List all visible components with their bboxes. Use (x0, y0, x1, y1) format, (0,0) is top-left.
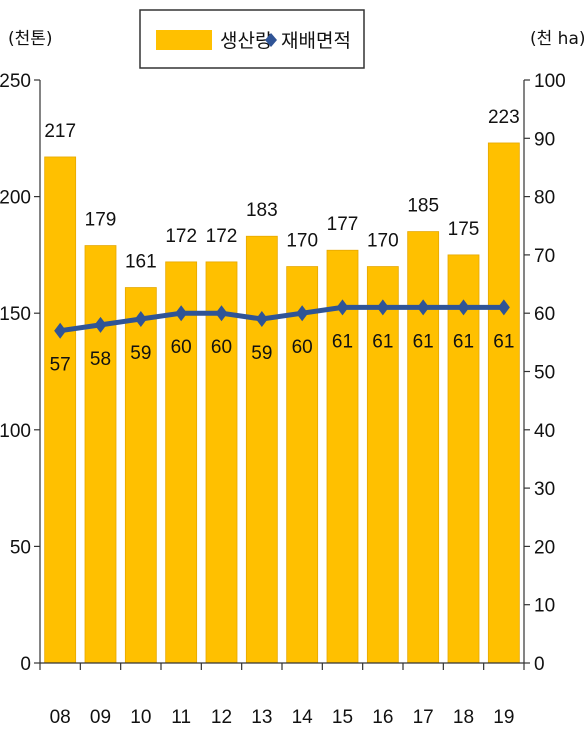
x-tick-label-17: 17 (413, 707, 434, 728)
axes: 0 50 100 150 200 250 0 10 20 30 40 50 60 70 80 90 100 08 0… (0, 71, 566, 728)
bar-16 (366, 266, 399, 664)
x-tick-label-10: 10 (130, 707, 151, 728)
x-tick-label-08: 08 (50, 707, 71, 728)
bar-19 (487, 142, 520, 664)
right-tick-label-80: 80 (534, 188, 555, 209)
right-tick-label-50: 50 (534, 363, 555, 384)
bar-value-label-14: 170 (286, 231, 318, 252)
x-tick-label-09: 09 (90, 707, 111, 728)
line-value-label-19: 61 (493, 331, 514, 352)
line-value-label-13: 59 (251, 343, 272, 364)
bar-value-label-11: 172 (165, 226, 197, 247)
line-point-08 (54, 322, 67, 339)
right-tick-label-100: 100 (534, 71, 566, 92)
bar-value-label-08: 217 (44, 121, 76, 142)
legend-label-bar: 생산량 (220, 30, 272, 52)
line-value-label-10: 59 (130, 343, 151, 364)
bar-value-label-13: 183 (246, 200, 278, 221)
line-point-18 (457, 299, 470, 316)
legend-swatch-bar (156, 30, 212, 50)
right-tick-label-60: 60 (534, 304, 555, 325)
bar-value-label-09: 179 (85, 210, 117, 231)
x-tick-label-12: 12 (211, 707, 232, 728)
right-tick-label-30: 30 (534, 479, 555, 500)
left-tick-label-50: 50 (10, 537, 31, 558)
right-tick-label-10: 10 (534, 596, 555, 617)
line-value-label-12: 60 (211, 337, 232, 358)
bar-value-label-15: 177 (327, 214, 359, 235)
left-tick-label-100: 100 (0, 421, 31, 442)
left-axis-unit: (천톤) (8, 29, 53, 49)
line-value-label-08: 57 (50, 355, 71, 376)
bar-08 (44, 156, 77, 664)
line-point-17 (417, 299, 430, 316)
x-tick-label-16: 16 (372, 707, 393, 728)
bar-14 (286, 266, 319, 664)
line-point-15 (336, 299, 349, 316)
line-point-11 (175, 305, 188, 322)
right-axis-unit: (천 ha) (530, 29, 584, 49)
bar-18 (447, 254, 480, 664)
x-tick-label-11: 11 (171, 707, 191, 728)
line-series: 57 58 59 60 60 59 60 61 61 61 61 61 (50, 299, 514, 376)
bar-labels: 217 179 161 172 172 183 170 177 170 185 175 223 (44, 107, 519, 273)
right-tick-label-0: 0 (534, 654, 545, 675)
line-value-label-16: 61 (372, 331, 393, 352)
line-value-label-14: 60 (292, 337, 313, 358)
x-tick-label-14: 14 (292, 707, 314, 728)
legend-marker-diamond-icon (265, 33, 277, 47)
right-tick-label-90: 90 (534, 129, 555, 150)
x-tick-label-13: 13 (251, 707, 272, 728)
line-point-19 (497, 299, 510, 316)
right-tick-label-40: 40 (534, 421, 555, 442)
line-point-12 (215, 305, 228, 322)
area-line (59, 304, 504, 334)
bar-value-label-18: 175 (448, 219, 480, 240)
bar-10 (124, 287, 157, 664)
legend-label-line: 재배면적 (281, 30, 351, 52)
bar-12 (205, 261, 238, 664)
line-point-14 (296, 305, 309, 322)
bar-11 (165, 261, 198, 664)
right-tick-label-20: 20 (534, 537, 555, 558)
line-point-10 (134, 311, 147, 328)
left-tick-label-200: 200 (0, 188, 31, 209)
left-tick-label-150: 150 (0, 304, 31, 325)
line-value-label-15: 61 (332, 331, 353, 352)
bar-value-label-19: 223 (488, 107, 520, 128)
x-tick-label-19: 19 (493, 707, 514, 728)
bar-value-label-16: 170 (367, 231, 399, 252)
x-tick-label-18: 18 (453, 707, 474, 728)
left-tick-label-0: 0 (20, 654, 31, 675)
legend: 생산량 재배면적 (139, 9, 365, 69)
bar-17 (407, 231, 440, 664)
bar-13 (245, 235, 278, 664)
bar-value-label-17: 185 (407, 196, 439, 217)
bar-value-label-12: 172 (206, 226, 238, 247)
x-tick-label-15: 15 (332, 707, 353, 728)
bar-15 (326, 249, 359, 664)
line-point-16 (376, 299, 389, 316)
line-point-13 (255, 311, 268, 328)
bars (44, 142, 520, 664)
bar-value-label-10: 161 (125, 252, 157, 273)
line-value-label-17: 61 (413, 331, 434, 352)
right-tick-label-70: 70 (534, 246, 555, 267)
bar-09 (84, 245, 117, 664)
line-value-label-11: 60 (171, 337, 192, 358)
line-point-09 (94, 316, 107, 333)
left-tick-label-250: 250 (0, 71, 31, 92)
line-value-label-18: 61 (453, 331, 474, 352)
line-value-label-09: 58 (90, 349, 111, 370)
